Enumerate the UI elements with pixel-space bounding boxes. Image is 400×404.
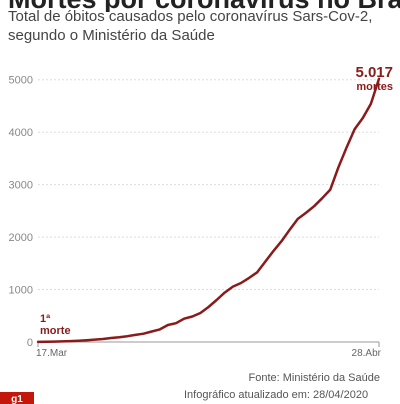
data-point	[305, 212, 307, 214]
y-tick-label: 1000	[9, 285, 33, 297]
data-point	[256, 271, 258, 273]
data-point	[240, 282, 242, 284]
data-point	[224, 291, 226, 293]
data-point	[199, 312, 201, 314]
data-point	[353, 128, 355, 130]
data-point	[94, 338, 96, 340]
data-point	[272, 250, 274, 252]
data-point	[142, 332, 144, 334]
data-point	[370, 103, 372, 105]
data-point	[69, 340, 71, 342]
data-point	[126, 335, 128, 337]
data-point	[207, 306, 209, 308]
g1-logo-icon: g1	[0, 392, 34, 404]
y-tick-label: 4000	[9, 127, 33, 139]
data-point	[37, 341, 39, 343]
data-point	[248, 277, 250, 279]
y-tick-label: 0	[27, 337, 33, 349]
data-point	[150, 330, 152, 332]
deaths-series-line	[36, 77, 381, 344]
chart-title: Mortes por coronavírus no Brasil	[8, 0, 400, 12]
data-point	[45, 341, 47, 343]
data-point	[175, 322, 177, 324]
data-point	[280, 240, 282, 242]
x-tick-label-start: 17.Mar	[36, 348, 68, 359]
data-point	[77, 339, 79, 341]
y-tick-label: 5000	[9, 75, 33, 87]
updated-note: Infográfico atualizado em: 28/04/2020	[184, 389, 369, 401]
subtitle-line-2: segundo o Ministério da Saúde	[8, 27, 215, 44]
data-point	[61, 340, 63, 342]
data-point	[232, 285, 234, 287]
data-point	[288, 228, 290, 230]
latest-value-label: 5.017	[355, 64, 393, 81]
x-tick-label-end: 28.Abr	[352, 348, 382, 359]
data-point	[86, 339, 88, 341]
data-point	[167, 324, 169, 326]
data-point	[215, 299, 217, 301]
data-point	[134, 334, 136, 336]
data-point	[183, 317, 185, 319]
data-point	[102, 338, 104, 340]
subtitle-line-1: Total de óbitos causados pelo coronavíru…	[8, 8, 373, 25]
first-death-label-line2: morte	[40, 325, 71, 337]
data-point	[337, 166, 339, 168]
data-point	[110, 337, 112, 339]
data-point	[53, 340, 55, 342]
latest-value-unit: mortes	[356, 81, 393, 93]
data-point	[329, 188, 331, 190]
svg-text:g1: g1	[11, 394, 23, 404]
data-point	[297, 218, 299, 220]
data-point	[321, 197, 323, 199]
data-point	[191, 315, 193, 317]
data-point	[118, 336, 120, 338]
source-note: Fonte: Ministério da Saúde	[248, 372, 380, 384]
first-death-label-line1: 1ª	[40, 313, 51, 325]
data-point	[345, 147, 347, 149]
data-point	[159, 328, 161, 330]
data-point	[362, 117, 364, 119]
data-point	[264, 260, 266, 262]
y-tick-label: 3000	[9, 180, 33, 192]
y-tick-label: 2000	[9, 232, 33, 244]
data-point	[313, 205, 315, 207]
chart-subtitle: Total de óbitos causados pelo coronavíru…	[8, 7, 393, 45]
